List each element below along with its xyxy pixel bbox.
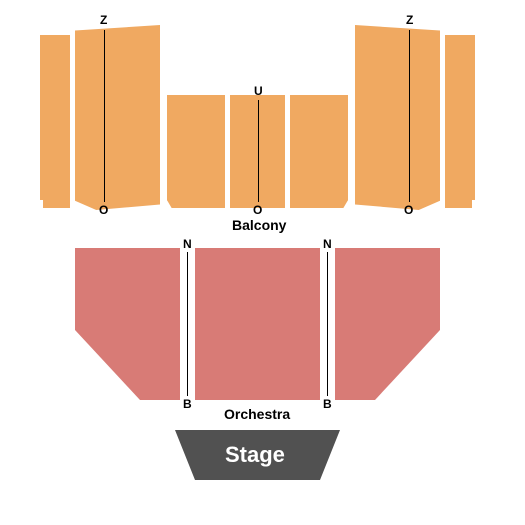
balcony-label-u: U <box>254 84 263 98</box>
seating-chart: Z Z U O O O Balcony N N B B Orchestra St… <box>0 0 525 525</box>
balcony-label-o-left: O <box>99 203 108 217</box>
balcony-label-o-center: O <box>253 203 262 217</box>
orchestra-label-b-left: B <box>183 397 192 411</box>
balcony-tier-label: Balcony <box>232 217 286 233</box>
orchestra-tier-label: Orchestra <box>224 406 290 422</box>
orchestra-line-left <box>187 252 188 396</box>
balcony-left[interactable] <box>75 25 160 210</box>
stage-label: Stage <box>225 442 285 468</box>
balcony-label-z-left: Z <box>100 13 107 27</box>
balcony-far-right-step[interactable] <box>445 200 472 208</box>
orchestra-label-n-left: N <box>183 237 192 251</box>
balcony-far-left-step[interactable] <box>43 200 70 208</box>
balcony-line-center <box>258 100 259 202</box>
balcony-center-left[interactable] <box>167 95 225 208</box>
orchestra-line-right <box>327 252 328 396</box>
balcony-right[interactable] <box>355 25 440 210</box>
balcony-label-o-right: O <box>404 203 413 217</box>
orchestra-center[interactable] <box>195 248 320 400</box>
balcony-center-right[interactable] <box>290 95 348 208</box>
balcony-line-right <box>409 30 410 202</box>
balcony-line-left <box>104 30 105 202</box>
balcony-label-z-right: Z <box>406 13 413 27</box>
balcony-far-right[interactable] <box>445 35 475 200</box>
orchestra-label-n-right: N <box>323 237 332 251</box>
orchestra-label-b-right: B <box>323 397 332 411</box>
balcony-far-left[interactable] <box>40 35 70 200</box>
